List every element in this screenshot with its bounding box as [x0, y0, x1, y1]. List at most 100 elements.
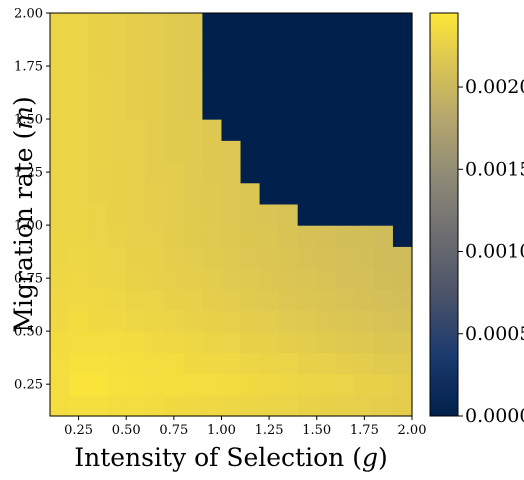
- heatmap-cell: [354, 161, 375, 184]
- y-tick-label: 1.00: [14, 219, 43, 234]
- heatmap-cell: [88, 13, 108, 35]
- heatmap-cell: [221, 161, 242, 184]
- heatmap-cell: [126, 182, 146, 205]
- heatmap-cell: [183, 267, 204, 290]
- heatmap-cell: [240, 34, 261, 57]
- heatmap-cell: [88, 140, 108, 163]
- heatmap-cell: [392, 97, 413, 120]
- heatmap-cell: [164, 309, 184, 332]
- heatmap-cell: [278, 394, 299, 417]
- heatmap-cell: [145, 225, 165, 247]
- heatmap-cell: [126, 331, 146, 353]
- heatmap-cell: [202, 288, 223, 311]
- heatmap-cell: [88, 267, 108, 290]
- heatmap-cell: [221, 97, 242, 120]
- heatmap-cell: [126, 267, 146, 290]
- heatmap-cell: [88, 225, 108, 247]
- heatmap-cell: [354, 394, 375, 417]
- heatmap-cell: [202, 119, 223, 141]
- heatmap-cell: [392, 182, 413, 205]
- heatmap-cell: [297, 288, 318, 311]
- heatmap-cell: [354, 182, 375, 205]
- heatmap-cell: [221, 55, 242, 78]
- heatmap-cell: [221, 182, 242, 205]
- heatmap-cell: [335, 288, 356, 311]
- heatmap-cell: [392, 203, 413, 226]
- heatmap-cell: [278, 119, 299, 141]
- heatmap-cell: [164, 140, 184, 163]
- heatmap-cell: [88, 373, 108, 396]
- heatmap-cell: [107, 352, 127, 375]
- heatmap-cell: [145, 97, 165, 120]
- x-tick-label: 1.25: [255, 423, 284, 438]
- heatmap-cell: [240, 161, 261, 184]
- heatmap-cell: [335, 267, 356, 290]
- heatmap-cell: [50, 161, 70, 184]
- colorbar-tick-label: 0.0015: [465, 158, 524, 180]
- heatmap-cell: [259, 246, 280, 269]
- heatmap-cell: [335, 373, 356, 396]
- heatmap-cell: [221, 34, 242, 57]
- heatmap-cell: [316, 246, 337, 269]
- heatmap-cell: [202, 373, 223, 396]
- heatmap-cell: [316, 203, 337, 226]
- heatmap-cell: [278, 331, 299, 353]
- heatmap-cell: [259, 267, 280, 290]
- heatmap-cell: [240, 97, 261, 120]
- heatmap-cell: [107, 161, 127, 184]
- colorbar: [429, 12, 459, 417]
- heatmap-cell: [373, 373, 394, 396]
- heatmap-cell: [107, 373, 127, 396]
- heatmap-cell: [259, 182, 280, 205]
- heatmap-cell: [88, 394, 108, 417]
- heatmap-cell: [278, 76, 299, 99]
- heatmap-cell: [145, 182, 165, 205]
- heatmap-cell: [240, 309, 261, 332]
- heatmap-cell: [354, 119, 375, 141]
- heatmap-cell: [50, 309, 70, 332]
- y-tick-label: 1.75: [14, 60, 43, 75]
- heatmap-cell: [50, 13, 70, 35]
- heatmap-cell: [69, 13, 89, 35]
- heatmap-cell: [107, 394, 127, 417]
- heatmap-cell: [259, 161, 280, 184]
- heatmap-cell: [259, 352, 280, 375]
- heatmap-cell: [50, 119, 70, 141]
- heatmap-cell: [354, 55, 375, 78]
- x-tick-label: 0.75: [159, 423, 188, 438]
- heatmap-cell: [221, 288, 242, 311]
- y-tick-label: 1.50: [14, 113, 43, 128]
- heatmap-cell: [259, 13, 280, 35]
- heatmap-cell: [145, 288, 165, 311]
- heatmap-cell: [373, 246, 394, 269]
- heatmap-cell: [126, 373, 146, 396]
- heatmap-cell: [69, 288, 89, 311]
- x-tick-label: 2.00: [398, 423, 427, 438]
- heatmap-cell: [107, 13, 127, 35]
- heatmap-cell: [145, 140, 165, 163]
- heatmap-cell: [392, 76, 413, 99]
- heatmap-cell: [88, 34, 108, 57]
- heatmap-cell: [278, 373, 299, 396]
- heatmap-cell: [202, 394, 223, 417]
- heatmap-cell: [145, 309, 165, 332]
- heatmap-cell: [202, 97, 223, 120]
- heatmap-cell: [278, 161, 299, 184]
- heatmap-cell: [164, 13, 184, 35]
- heatmap-cell: [183, 246, 204, 269]
- heatmap-cell: [69, 119, 89, 141]
- heatmap-cell: [240, 394, 261, 417]
- heatmap-cell: [126, 225, 146, 247]
- y-tick-label: 1.25: [14, 166, 43, 181]
- heatmap-cell: [373, 140, 394, 163]
- heatmap-cell: [240, 119, 261, 141]
- heatmap-cell: [278, 203, 299, 226]
- heatmap-cell: [126, 119, 146, 141]
- heatmap-cell: [297, 225, 318, 247]
- heatmap-cell: [50, 97, 70, 120]
- heatmap-cell: [297, 352, 318, 375]
- heatmap-cell: [145, 76, 165, 99]
- heatmap-cell: [183, 182, 204, 205]
- heatmap-cell: [202, 13, 223, 35]
